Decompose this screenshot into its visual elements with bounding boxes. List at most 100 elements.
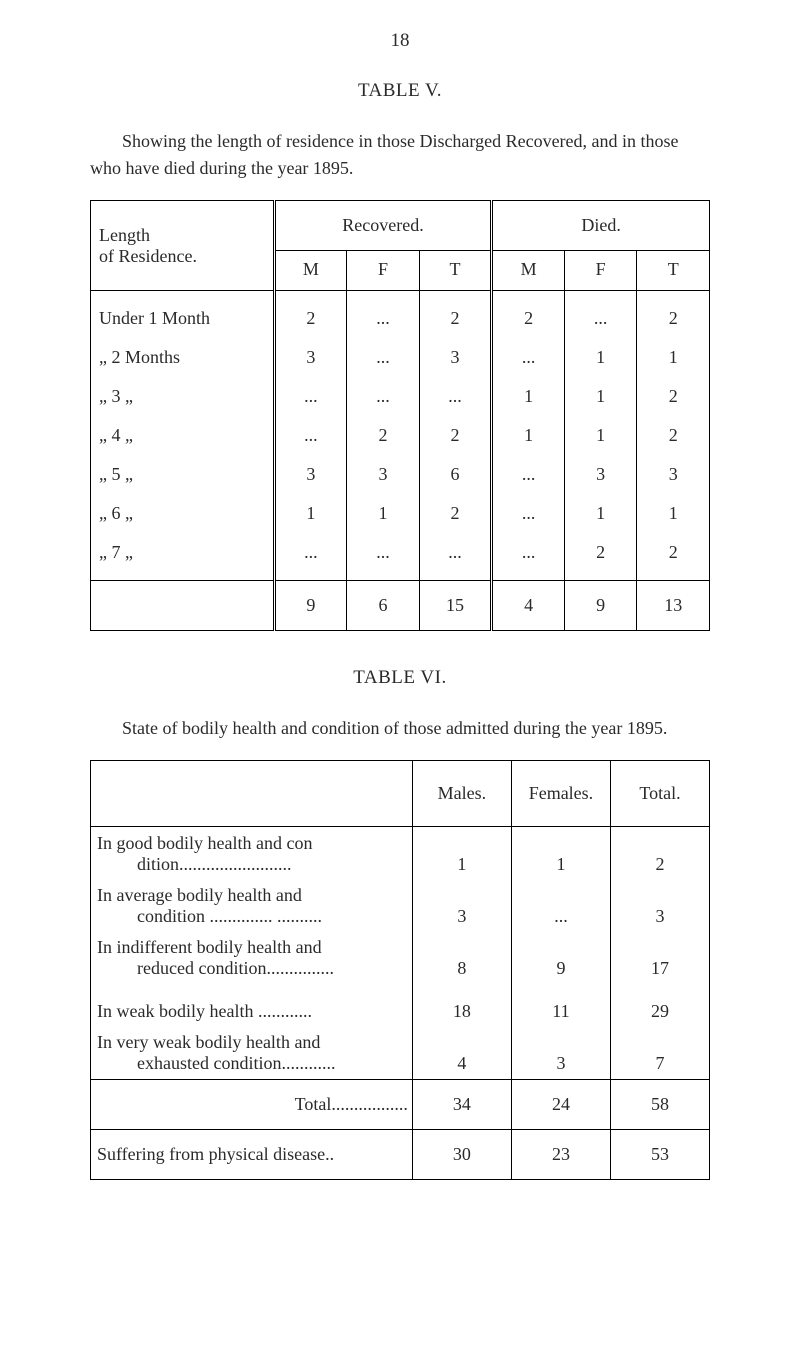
cell: ... <box>347 377 420 416</box>
cell: 2 <box>492 299 565 338</box>
cell: 6 <box>419 455 492 494</box>
cell: 3 <box>274 338 347 377</box>
col-header-dm: M <box>492 251 565 291</box>
col-header-rf: F <box>347 251 420 291</box>
cell: ... <box>419 533 492 572</box>
row-label: In indifferent bodily health and reduced… <box>91 932 413 984</box>
col-header-females: Females. <box>511 761 610 827</box>
row-label: In good bodily health and con­ dition...… <box>91 828 413 880</box>
row-label-line1: In very weak bodily health and <box>97 1032 404 1053</box>
table-row: „ 6 „ 1 1 2 ... 1 1 <box>91 494 710 533</box>
cell: ... <box>274 416 347 455</box>
cell: 3 <box>419 338 492 377</box>
row-label: In average bodily health and condition .… <box>91 880 413 932</box>
cell: 1 <box>492 416 565 455</box>
cell: 3 <box>511 1027 610 1080</box>
row-label: In weak bodily health ............ <box>91 996 413 1027</box>
cell: 1 <box>637 494 710 533</box>
table-row: „ 5 „ 3 3 6 ... 3 3 <box>91 455 710 494</box>
cell: 9 <box>511 932 610 984</box>
row-label-line2: condition .............. .......... <box>97 906 404 927</box>
cell: ... <box>347 338 420 377</box>
row-label: „ 2 Months <box>91 338 275 377</box>
cell: 1 <box>511 828 610 880</box>
cell: 4 <box>412 1027 511 1080</box>
table-v-description: Showing the length of residence in those… <box>90 128 710 182</box>
suffer-cell: 53 <box>610 1129 709 1179</box>
row-label: „ 7 „ <box>91 533 275 572</box>
table-row: „ 4 „ ... 2 2 1 1 2 <box>91 416 710 455</box>
page-number: 18 <box>90 30 710 52</box>
suffering-row: Suffering from physical disease.. 30 23 … <box>91 1129 710 1179</box>
cell: ... <box>492 494 565 533</box>
cell: 3 <box>564 455 637 494</box>
table-row: „ 3 „ ... ... ... 1 1 2 <box>91 377 710 416</box>
cell: 2 <box>564 533 637 572</box>
table-v: Length of Residence. Recovered. Died. M … <box>90 200 710 631</box>
cell: 3 <box>412 880 511 932</box>
total-cell: 9 <box>564 581 637 631</box>
cell: 2 <box>347 416 420 455</box>
table-row: In very weak bodily health and exhausted… <box>91 1027 710 1080</box>
col-header-rt: T <box>419 251 492 291</box>
row-label: „ 3 „ <box>91 377 275 416</box>
row-label-line2: exhausted condition............ <box>97 1053 404 1074</box>
cell: 1 <box>637 338 710 377</box>
suffer-cell: 30 <box>412 1129 511 1179</box>
cell: 1 <box>492 377 565 416</box>
table-vi-title: TABLE VI. <box>90 667 710 689</box>
col-header-rm: M <box>274 251 347 291</box>
col-header-males: Males. <box>412 761 511 827</box>
cell: 1 <box>564 416 637 455</box>
col-header-total: Total. <box>610 761 709 827</box>
total-cell: 58 <box>610 1079 709 1129</box>
cell: 8 <box>412 932 511 984</box>
cell: 2 <box>637 416 710 455</box>
row-label: „ 5 „ <box>91 455 275 494</box>
table-row: „ 7 „ ... ... ... ... 2 2 <box>91 533 710 572</box>
cell: 3 <box>610 880 709 932</box>
cell: 1 <box>564 338 637 377</box>
table-row: In average bodily health and condition .… <box>91 880 710 932</box>
row-label-line1: In good bodily health and con­ <box>97 833 404 854</box>
cell: 2 <box>419 299 492 338</box>
row-label-line1: In average bodily health and <box>97 885 404 906</box>
row-label: In very weak bodily health and exhausted… <box>91 1027 413 1080</box>
row-label: Under 1 Month <box>91 299 275 338</box>
cell: ... <box>419 377 492 416</box>
table-v-title: TABLE V. <box>90 80 710 102</box>
cell: 2 <box>637 533 710 572</box>
cell: 7 <box>610 1027 709 1080</box>
col-header-df: F <box>564 251 637 291</box>
cell: ... <box>347 299 420 338</box>
totals-row: Total................. 34 24 58 <box>91 1079 710 1129</box>
row-label-line1: In weak bodily health ............ <box>97 1001 404 1022</box>
cell: 3 <box>274 455 347 494</box>
table-row: In weak bodily health ............ 18 11… <box>91 996 710 1027</box>
cell: 2 <box>274 299 347 338</box>
table-vi: Males. Females. Total. In good bodily he… <box>90 760 710 1180</box>
total-cell: 9 <box>274 581 347 631</box>
total-cell: 34 <box>412 1079 511 1129</box>
cell: ... <box>492 338 565 377</box>
cell: 3 <box>347 455 420 494</box>
cell: 17 <box>610 932 709 984</box>
table-row: „ 2 Months 3 ... 3 ... 1 1 <box>91 338 710 377</box>
cell: 1 <box>564 377 637 416</box>
totals-row: 9 6 15 4 9 13 <box>91 581 710 631</box>
cell: 2 <box>419 416 492 455</box>
total-cell: 4 <box>492 581 565 631</box>
cell: 2 <box>610 828 709 880</box>
cell: 29 <box>610 996 709 1027</box>
table-row: In good bodily health and con­ dition...… <box>91 828 710 880</box>
length-line1: Length <box>99 225 150 245</box>
cell: ... <box>274 377 347 416</box>
col-header-dt: T <box>637 251 710 291</box>
col-header-recovered: Recovered. <box>274 201 492 251</box>
table-row: Under 1 Month 2 ... 2 2 ... 2 <box>91 299 710 338</box>
cell: 2 <box>419 494 492 533</box>
cell: 2 <box>637 377 710 416</box>
row-label: „ 6 „ <box>91 494 275 533</box>
row-label-line2: reduced condition............... <box>97 958 404 979</box>
table-row: In indifferent bodily health and reduced… <box>91 932 710 984</box>
